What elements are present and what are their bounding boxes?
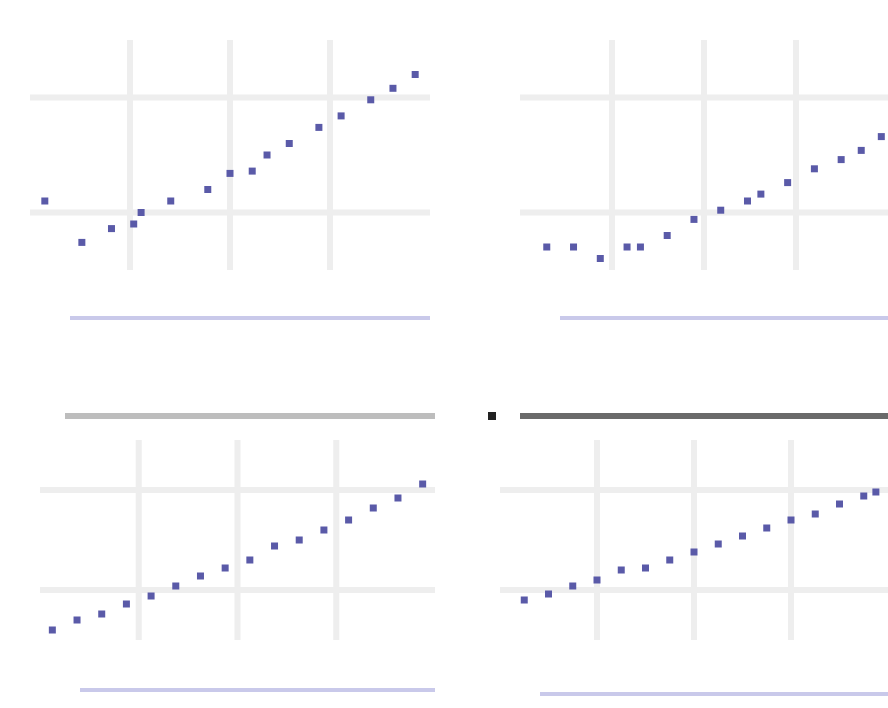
point [221,564,229,572]
point [369,504,377,512]
point [642,564,649,572]
point [246,556,254,564]
point [623,243,631,251]
point [137,209,145,216]
point [315,123,323,131]
point [520,596,528,604]
point [130,220,138,228]
point [717,206,725,214]
point [763,524,771,532]
point [877,133,885,141]
point [48,626,56,634]
point [593,576,601,584]
point [836,500,843,508]
point [394,494,402,502]
point [285,140,293,147]
point [784,179,792,187]
point [367,96,375,104]
point [78,238,86,246]
point [107,225,115,233]
point [122,600,130,608]
point [569,582,577,590]
point [172,582,180,590]
point [345,516,353,524]
point [98,610,106,618]
point [543,243,551,251]
point [743,197,751,205]
point [271,542,279,550]
point [204,186,212,193]
point [419,480,427,488]
point [596,255,604,262]
point [295,536,303,544]
point [872,488,880,496]
point [787,516,795,524]
point [411,71,419,78]
point [320,526,328,534]
point [570,243,578,251]
point [666,556,674,564]
point [690,215,698,223]
point [714,540,722,548]
point [860,492,868,500]
point [167,197,175,205]
point [810,165,818,173]
point [389,84,397,92]
point [857,146,865,154]
point [196,572,204,580]
panel-marker [488,412,496,420]
point [757,190,765,198]
point [837,156,845,164]
point [263,151,271,159]
point [617,566,625,574]
point [663,232,671,239]
point [73,616,81,624]
point [41,197,49,205]
point [226,169,234,177]
point [690,548,698,556]
point [739,532,746,540]
point [811,510,819,518]
point [636,243,644,251]
point [248,167,256,175]
point [545,590,552,598]
point [337,112,345,120]
point [147,592,155,600]
